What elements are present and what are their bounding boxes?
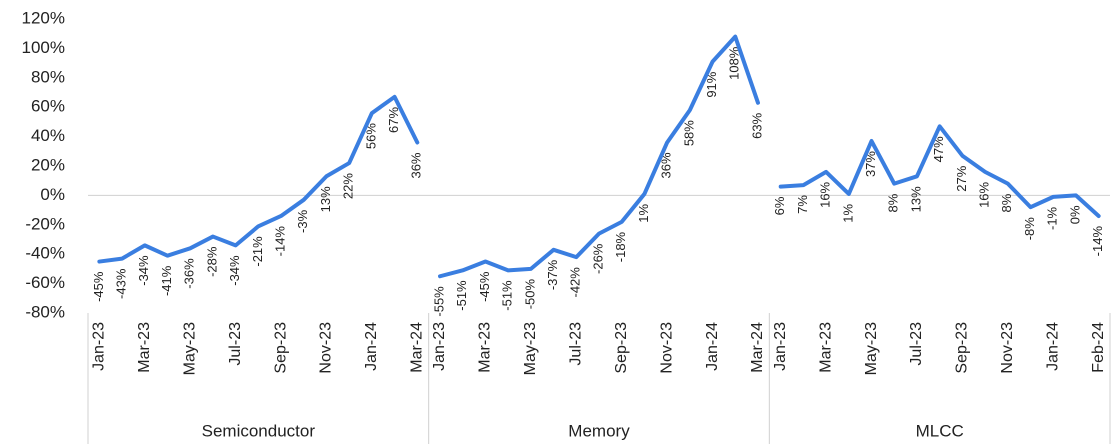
data-label: 6% (772, 196, 787, 215)
x-tick-label: Nov-23 (658, 322, 675, 374)
x-tick-label: Sep-23 (613, 322, 630, 374)
data-label: -42% (568, 267, 583, 298)
x-tick-label: Mar-24 (409, 322, 426, 373)
x-tick-label: Sep-23 (272, 322, 289, 374)
x-tick-label: Jul-23 (908, 322, 925, 366)
data-label: -14% (1090, 226, 1105, 257)
x-tick-label: Jan-24 (1044, 322, 1061, 371)
y-tick-label: -80% (25, 302, 65, 321)
data-label: 58% (681, 120, 696, 146)
data-label: -21% (250, 236, 265, 267)
y-tick-label: 20% (31, 155, 65, 174)
data-label: 1% (636, 203, 651, 222)
data-label: -51% (454, 280, 469, 311)
x-tick-label: Jan-24 (704, 322, 721, 371)
y-tick-label: 100% (22, 38, 65, 57)
data-label: 63% (749, 112, 764, 138)
data-label: 13% (318, 186, 333, 212)
data-label: -41% (159, 265, 174, 296)
data-label: 67% (386, 106, 401, 132)
data-label: -8% (1022, 217, 1037, 241)
data-label: 1% (840, 203, 855, 222)
y-tick-label: 80% (31, 67, 65, 86)
data-label: -1% (1045, 206, 1060, 230)
x-tick-label: Mar-23 (136, 322, 153, 373)
data-label: 13% (908, 186, 923, 212)
x-tick-label: Nov-23 (999, 322, 1016, 374)
data-label: 56% (363, 123, 378, 149)
data-label: -55% (431, 286, 446, 317)
data-label: -34% (136, 255, 151, 286)
group-label: Semiconductor (202, 421, 316, 440)
x-tick-label: May-23 (181, 322, 198, 375)
data-label: 7% (795, 195, 810, 214)
y-tick-label: 40% (31, 126, 65, 145)
data-label: -36% (182, 258, 197, 289)
data-label: -50% (522, 278, 537, 309)
y-tick-label: 60% (31, 97, 65, 116)
data-label: 16% (818, 181, 833, 207)
group-label: MLCC (916, 421, 964, 440)
data-label: 36% (659, 152, 674, 178)
x-tick-label: Mar-24 (749, 322, 766, 373)
y-tick-label: 0% (40, 185, 65, 204)
x-tick-label: Sep-23 (954, 322, 971, 374)
x-tick-label: Jan-24 (363, 322, 380, 371)
data-label: 22% (341, 173, 356, 199)
data-label: 16% (977, 181, 992, 207)
y-tick-label: -60% (25, 273, 65, 292)
data-label: -18% (613, 231, 628, 262)
data-label: 8% (886, 193, 901, 212)
data-label: -14% (272, 226, 287, 257)
data-label: -37% (545, 259, 560, 290)
x-tick-label: May-23 (522, 322, 539, 375)
data-label: -45% (91, 271, 106, 302)
x-tick-label: Mar-23 (817, 322, 834, 373)
data-label: 91% (704, 71, 719, 97)
x-tick-label: Jul-23 (568, 322, 585, 366)
x-tick-label: Mar-23 (477, 322, 494, 373)
data-label: 36% (409, 152, 424, 178)
data-label: 47% (931, 136, 946, 162)
y-tick-label: 120% (22, 8, 65, 27)
x-tick-label: Jan-23 (431, 322, 448, 371)
line (778, 124, 1101, 218)
x-tick-label: Jan-23 (91, 322, 108, 371)
y-tick-label: -20% (25, 214, 65, 233)
line (97, 94, 420, 264)
line (438, 34, 760, 279)
x-tick-label: Jul-23 (227, 322, 244, 366)
group-label: Memory (568, 421, 630, 440)
x-tick-label: Nov-23 (318, 322, 335, 374)
data-label: 108% (727, 46, 742, 80)
data-label: -43% (114, 268, 129, 299)
data-label: 8% (999, 193, 1014, 212)
data-label: 27% (954, 165, 969, 191)
data-label: -34% (227, 255, 242, 286)
x-tick-label: Jan-23 (772, 322, 789, 371)
data-label: 0% (1067, 205, 1082, 224)
data-label: -3% (295, 209, 310, 233)
x-tick-label: May-23 (863, 322, 880, 375)
x-tick-label: Feb-24 (1090, 322, 1107, 373)
data-label: -28% (204, 246, 219, 277)
data-label: -45% (477, 271, 492, 302)
y-tick-label: -40% (25, 244, 65, 263)
data-label: -26% (590, 243, 605, 274)
data-label: -51% (500, 280, 515, 311)
